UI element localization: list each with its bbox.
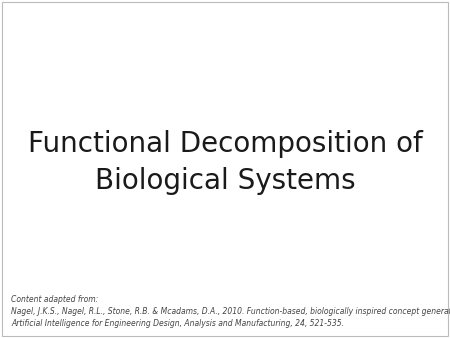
Text: Content adapted from:
Nagel, J.K.S., Nagel, R.L., Stone, R.B. & Mcadams, D.A., 2: Content adapted from: Nagel, J.K.S., Nag…	[11, 295, 450, 328]
Text: Functional Decomposition of
Biological Systems: Functional Decomposition of Biological S…	[27, 130, 423, 195]
